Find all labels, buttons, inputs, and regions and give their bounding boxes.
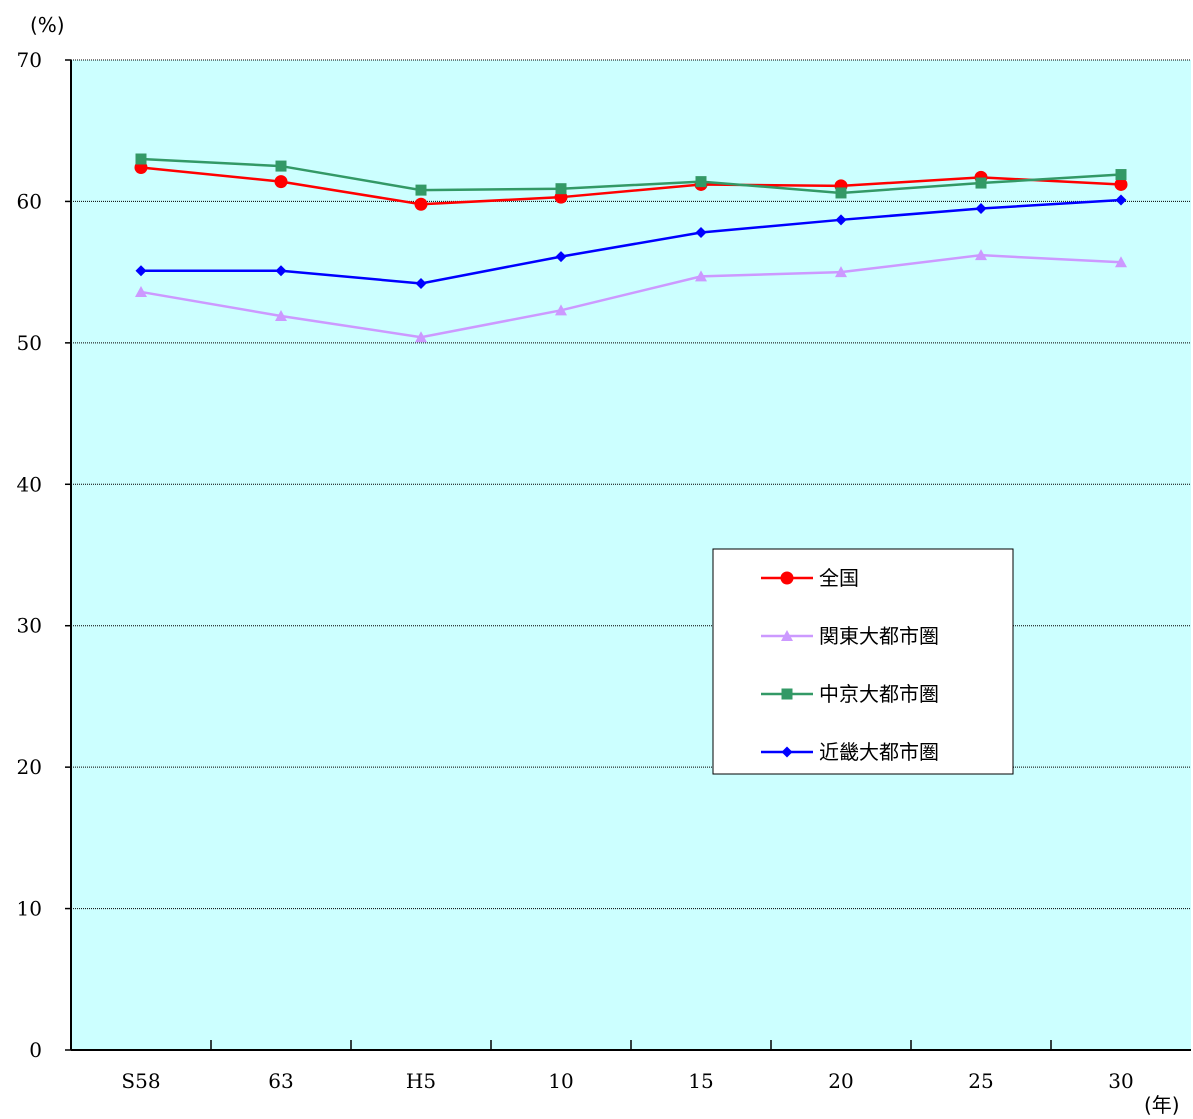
data-point <box>136 154 147 165</box>
data-point <box>976 178 987 189</box>
y-tick-label: 40 <box>17 472 42 496</box>
data-point <box>836 187 847 198</box>
legend-marker <box>782 689 793 700</box>
data-point <box>276 161 287 172</box>
x-tick-label: 30 <box>1108 1069 1133 1093</box>
y-tick-label: 50 <box>17 331 42 355</box>
y-tick-label: 60 <box>17 189 42 213</box>
legend-label: 関東大都市圏 <box>819 624 939 648</box>
data-point <box>1116 169 1127 180</box>
y-tick-label: 70 <box>17 48 42 72</box>
data-point <box>556 183 567 194</box>
x-tick-label: 63 <box>268 1069 293 1093</box>
y-tick-label: 20 <box>17 755 42 779</box>
y-tick-label: 0 <box>29 1038 42 1062</box>
legend-label: 全国 <box>819 566 859 590</box>
data-point <box>275 175 288 188</box>
legend-marker <box>781 572 794 585</box>
x-unit-label: (年) <box>1144 1093 1180 1117</box>
x-tick-labels: S58 63 H5 10 15 20 25 30 <box>121 1069 1133 1093</box>
y-tick-labels: 0 10 20 30 40 50 60 70 <box>17 48 42 1062</box>
data-point <box>415 198 428 211</box>
data-point <box>416 185 427 196</box>
y-tick-label: 30 <box>17 614 42 638</box>
plot-area <box>71 60 1191 1050</box>
x-tick-label: 20 <box>828 1069 853 1093</box>
legend-label: 近畿大都市圏 <box>819 740 939 764</box>
data-point <box>696 176 707 187</box>
x-tick-label: H5 <box>406 1069 436 1093</box>
y-unit-label: (%) <box>30 13 65 37</box>
x-tick-label: 10 <box>548 1069 573 1093</box>
legend-label: 中京大都市圏 <box>819 682 939 706</box>
x-tick-label: 25 <box>968 1069 993 1093</box>
x-tick-label: S58 <box>121 1069 160 1093</box>
y-tick-label: 10 <box>17 897 42 921</box>
x-tick-label: 15 <box>688 1069 713 1093</box>
